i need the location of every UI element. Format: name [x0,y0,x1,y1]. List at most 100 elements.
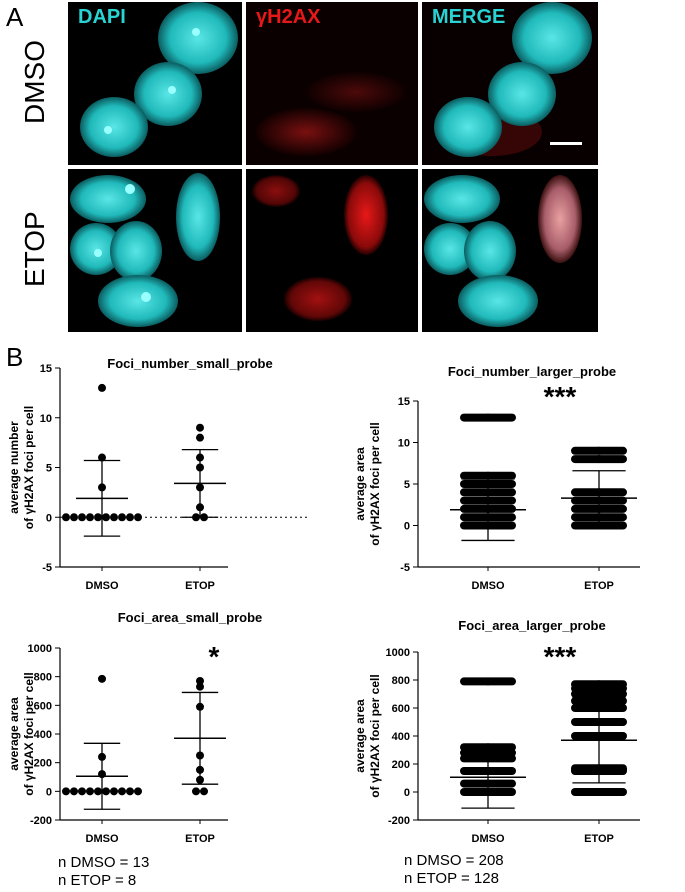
panel-b-letter: B [6,342,24,372]
significance-marker: *** [544,381,577,412]
data-point-band [571,455,627,464]
scale-bar [550,142,582,145]
channel-label-h2ax: γH2AX [256,6,321,28]
data-point [70,513,78,522]
chart-foci-area-larger: Foci_area_larger_probe -200 0 200 400 600 800 1… [353,618,640,845]
y-tick-label: 5 [46,463,52,475]
footnote-left-etop: n ETOP = 8 [58,872,137,889]
data-point [126,787,134,796]
y-tick-label: 800 [34,672,52,684]
data-point [196,676,204,685]
x-tick-label: ETOP [185,833,215,845]
y-tick-label: 200 [34,758,52,770]
footnote-left: n DMSO = 13 n ETOP = 8 [58,854,149,890]
channel-label-dapi: DAPI [78,6,126,28]
y-axis-label: average area [353,447,367,521]
y-tick-label: 600 [392,703,410,715]
data-point [94,787,102,796]
footnote-right: n DMSO = 208 n ETOP = 128 [404,852,504,888]
data-point [134,787,142,796]
data-point [70,787,78,796]
y-tick-label: 0 [46,786,52,798]
data-point-band [571,446,627,455]
y-tick-label: 0 [46,512,52,524]
y-tick-label: 15 [398,396,410,408]
data-point [192,787,200,796]
merge-etop-image [424,175,582,327]
y-axis-label: of γH2AX foci per cell [22,672,36,795]
x-tick-label: DMSO [472,580,505,592]
chart-title: Foci_area_larger_probe [458,618,605,633]
data-point [102,513,110,522]
data-point [98,453,106,462]
data-point [196,682,204,691]
y-tick-label: -5 [400,562,410,574]
y-axis-label: of γH2AX foci per cell [368,422,382,545]
y-axis-label: average area [7,697,21,771]
tile-dmso-h2ax: γH2AX [246,2,418,165]
y-tick-label: 1000 [28,643,52,655]
data-point [98,383,106,392]
y-tick-label: -200 [388,815,410,827]
data-point [196,433,204,442]
footnote-left-dmso: n DMSO = 13 [58,854,150,871]
data-point-band [571,690,627,698]
data-point [118,787,126,796]
y-tick-label: 600 [34,700,52,712]
y-tick-label: 5 [404,479,410,491]
data-point [200,787,208,796]
dapi-dmso-image [80,2,238,157]
tile-etop-dapi [68,169,242,332]
chart-foci-number-larger: Foci_number_larger_probe -5 0 5 10 15 average … [353,364,640,592]
y-tick-label: -5 [42,562,52,574]
y-tick-label: 10 [40,413,52,425]
y-tick-label: 400 [392,731,410,743]
significance-marker: *** [544,641,577,672]
x-tick-label: DMSO [472,833,505,845]
y-tick-label: -200 [30,815,52,827]
data-point [126,513,134,522]
y-tick-label: 400 [34,729,52,741]
significance-marker: * [209,641,220,672]
h2ax-dmso-image [246,2,418,165]
x-tick-label: ETOP [185,580,215,592]
x-tick-label: ETOP [584,833,614,845]
data-point [118,513,126,522]
tile-dmso-merge: MERGE [422,2,598,165]
y-tick-label: 15 [40,363,52,375]
data-point [78,513,86,522]
microscopy-grid: DAPI γH2AX MERGE [68,2,598,332]
row-label-etop: ETOP [19,211,50,287]
panel-a-letter: A [6,2,24,32]
data-point [102,787,110,796]
channel-label-merge: MERGE [432,6,506,28]
h2ax-etop-image [252,175,388,321]
y-tick-label: 800 [392,675,410,687]
chart-title: Foci_area_small_probe [118,610,263,625]
footnote-right-etop: n ETOP = 128 [404,870,499,887]
row-label-dmso: DMSO [19,40,50,124]
data-point-band [571,788,627,796]
chart-title: Foci_number_larger_probe [448,364,616,379]
data-point [98,674,106,683]
data-point-band [460,677,516,686]
y-tick-label: 200 [392,759,410,771]
chart-foci-number-small: Foci_number_small_probe -5 0 5 10 15 average n… [7,356,308,592]
data-point [86,787,94,796]
data-point [86,513,94,522]
tile-etop-h2ax [246,169,418,332]
data-point [94,513,102,522]
x-tick-label: DMSO [86,833,119,845]
y-tick-label: 0 [404,521,410,533]
y-axis-label: average number [7,421,21,514]
y-axis-label: average area [353,699,367,773]
footnote-right-dmso: n DMSO = 208 [404,852,504,869]
y-tick-label: 0 [404,787,410,799]
x-tick-label: DMSO [86,580,119,592]
data-point [62,787,70,796]
chart-title: Foci_number_small_probe [107,356,272,371]
tile-dmso-dapi: DAPI [68,2,242,165]
data-point [110,513,118,522]
y-tick-label: 1000 [386,647,410,659]
data-point [62,513,70,522]
